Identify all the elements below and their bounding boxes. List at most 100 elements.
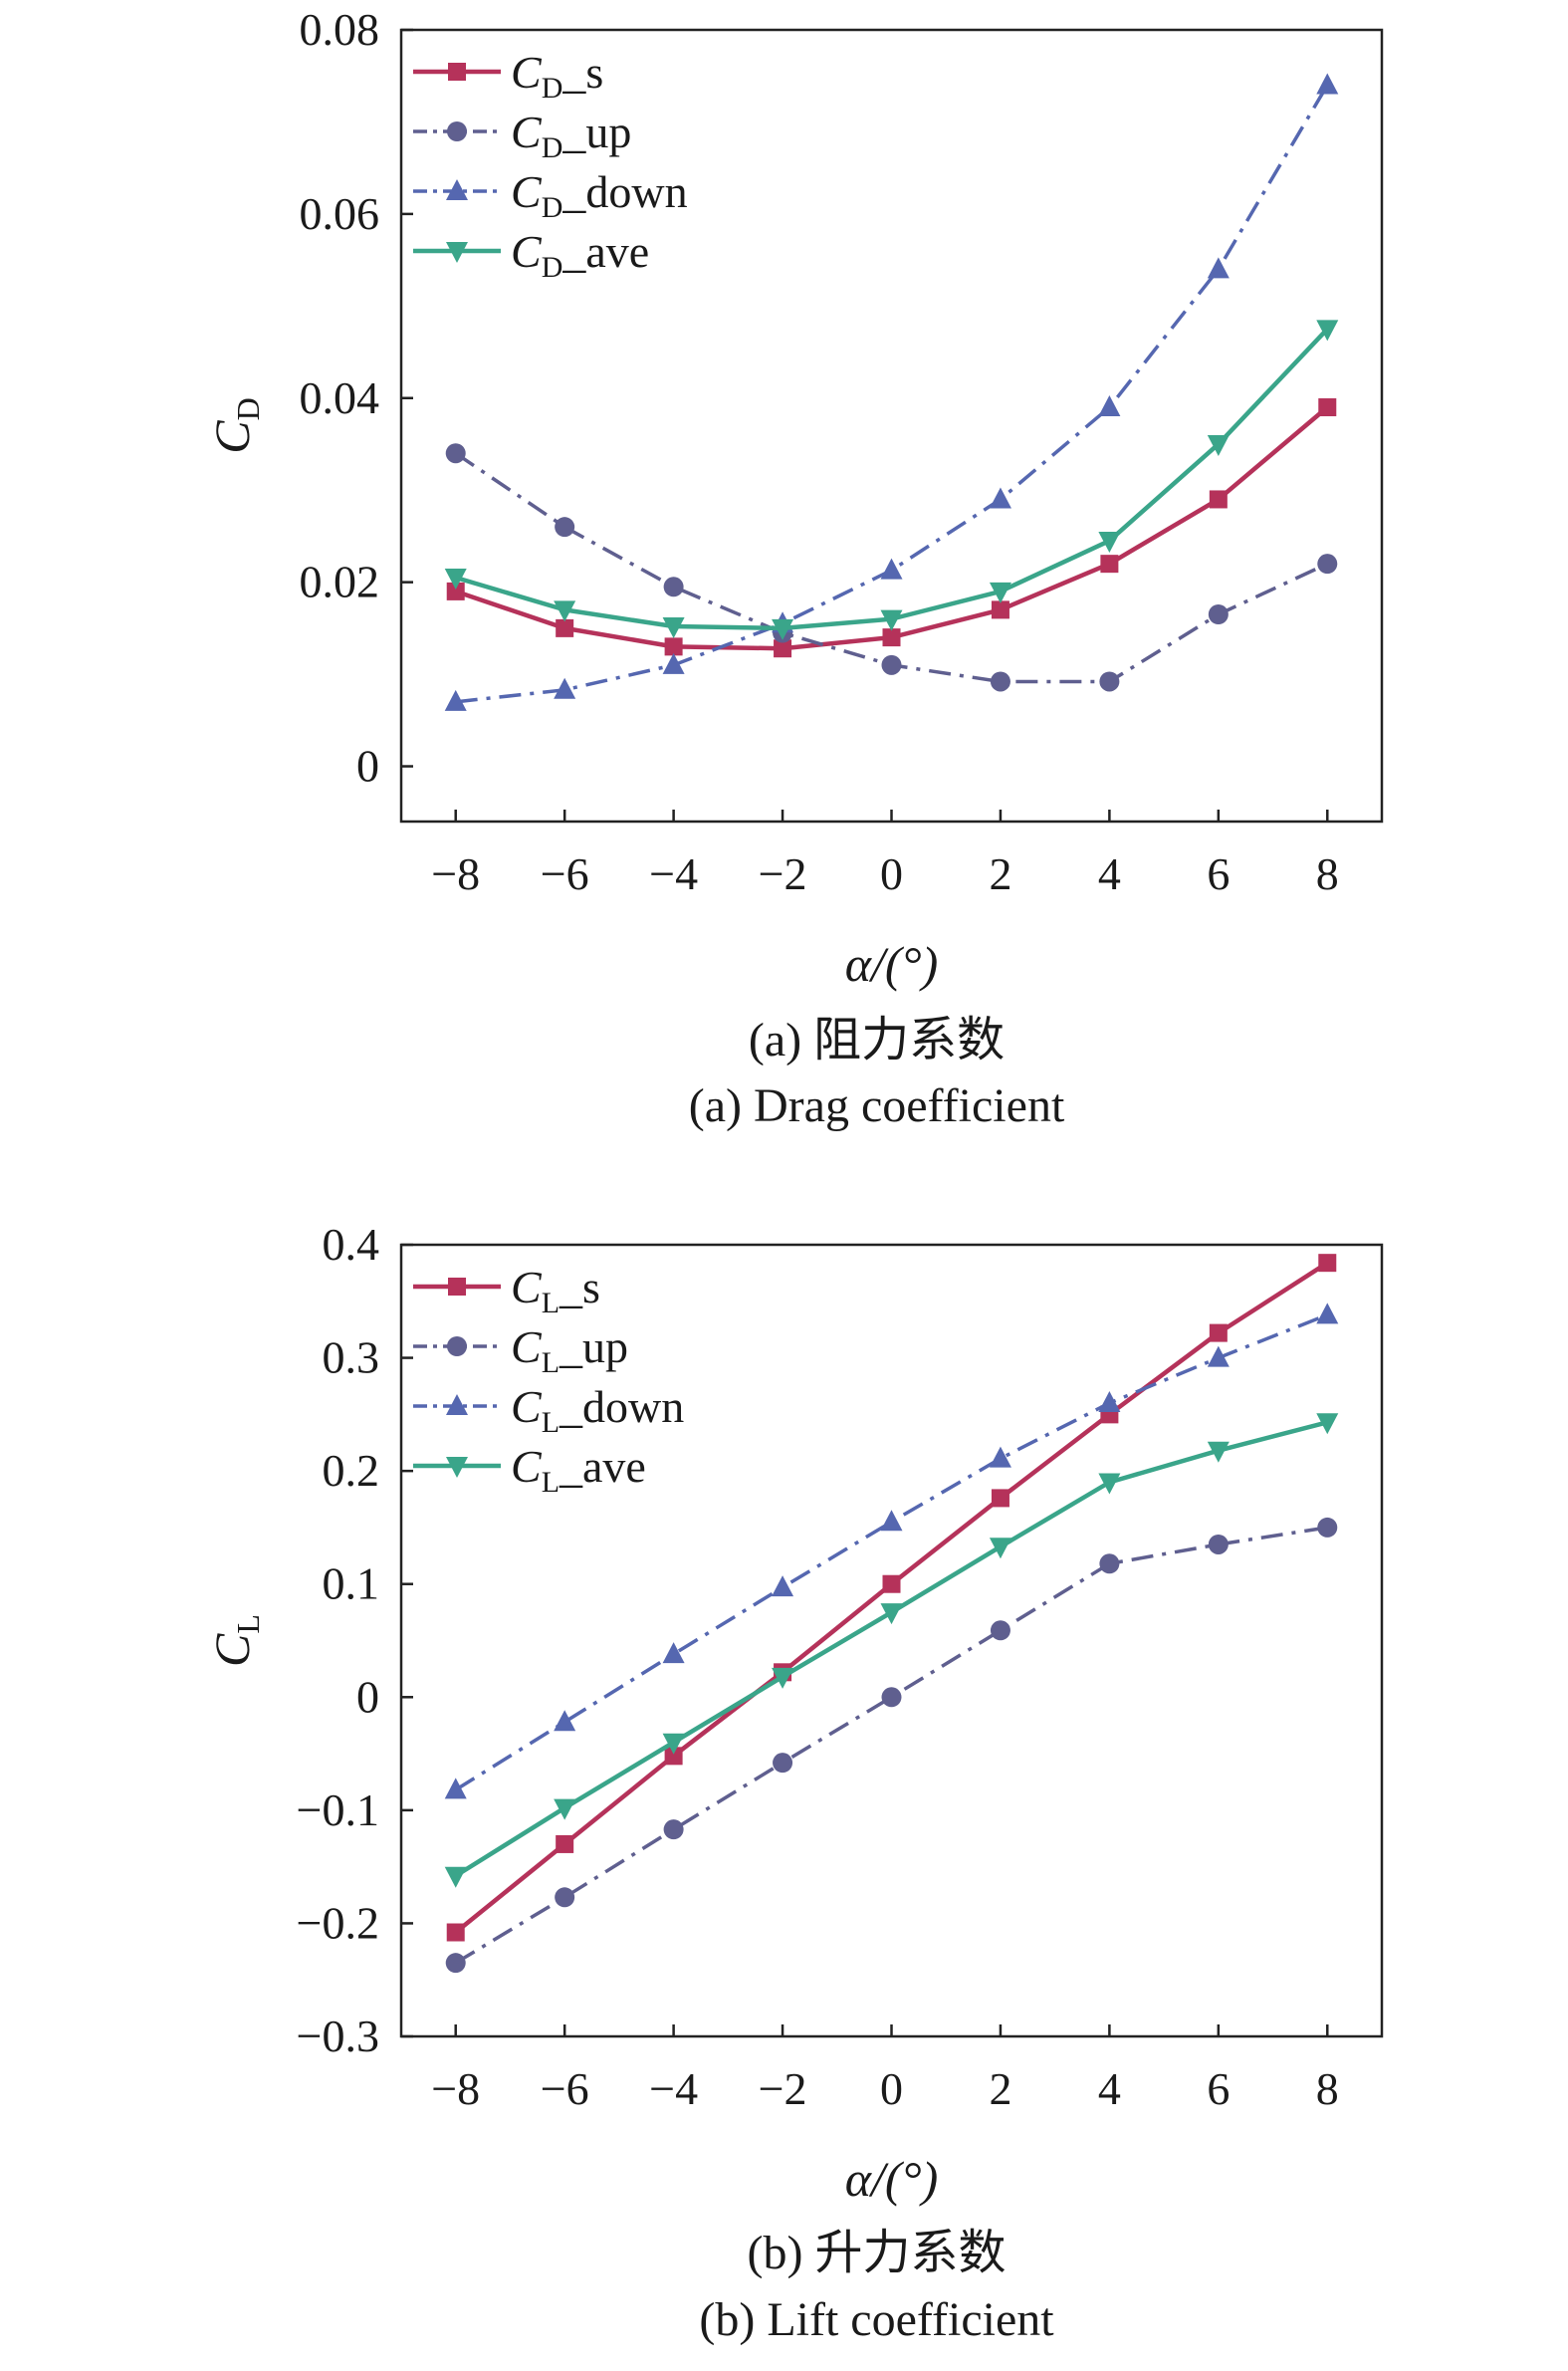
legend-entry-main: C [511,166,543,217]
data-point [1100,555,1119,574]
data-point [1099,671,1120,692]
data-point [444,689,467,711]
data-point [1316,1413,1339,1435]
legend-entry-main: C [511,1262,543,1312]
data-point [662,652,685,674]
data-point [1209,490,1228,509]
x-tick-label: 0 [880,848,903,899]
y-tick-label: 0 [356,741,379,792]
data-point [880,1603,903,1625]
series-down [444,73,1339,711]
data-point [1099,1553,1120,1574]
caption-chinese: (b) 升力系数 [748,2227,1007,2279]
y-tick-label: 0.2 [323,1445,380,1496]
data-point [445,443,466,464]
x-tick-label: −4 [649,848,698,899]
x-tick-label: −2 [759,848,807,899]
legend-entry-sub: L [542,1466,560,1499]
x-tick-label: 8 [1316,848,1339,899]
legend-entry: CL_s [511,1262,600,1319]
data-point [1207,257,1230,279]
legend-entry-main: C [511,47,543,98]
legend-entry-sub: D [542,131,563,164]
y-tick-label: −0.1 [297,1784,379,1835]
data-point [989,1446,1011,1468]
data-point [556,618,574,637]
data-point [663,577,684,597]
legend-entry-suffix: _s [561,47,603,98]
data-point [990,671,1010,692]
data-point [772,618,794,640]
data-point [555,1887,575,1908]
y-axis-label: CD [204,397,266,453]
legend-entry: CL_up [511,1321,628,1379]
data-point [1207,434,1230,456]
data-point [662,1642,685,1664]
legend-marker [446,179,468,200]
data-point [1098,1391,1121,1412]
series-down [444,1303,1339,1799]
data-point [881,1687,902,1708]
data-point [1098,1473,1121,1495]
caption-english: (b) Lift coefficient [699,2293,1054,2346]
data-point [444,1866,467,1888]
series-line [455,327,1329,631]
x-tick-label: −8 [431,2063,480,2114]
data-point [1317,554,1338,575]
data-point [444,1778,467,1799]
y-axis-label-sub: D [230,397,266,420]
data-point [1209,1323,1228,1342]
data-point [772,1575,794,1597]
data-point [1207,1441,1230,1463]
data-point [1207,1345,1230,1367]
legend-marker [448,1278,466,1296]
data-point [773,1753,793,1774]
legend-entry-main: C [511,1381,543,1432]
data-point [882,628,901,647]
data-point [882,1574,901,1593]
data-point [1316,320,1339,342]
data-point [555,517,575,538]
y-axis-label-main: C [204,420,260,454]
legend-marker [446,242,468,263]
legend-entry-sub: L [542,1406,560,1439]
data-point [989,1538,1011,1559]
data-point [990,1620,1010,1641]
series-up [445,1517,1338,1974]
legend-entry: CL_ave [511,1441,646,1499]
caption-english: (a) Drag coefficient [689,1079,1065,1132]
data-point [662,617,685,639]
x-tick-label: −2 [759,2063,807,2114]
data-point [991,600,1009,619]
data-point [991,1489,1009,1508]
y-tick-label: 0.1 [323,1558,380,1609]
series-ave [444,320,1339,640]
series-s [446,398,1337,658]
data-point [445,1953,466,1974]
data-point [554,600,576,622]
legend-entry-main: C [511,1441,543,1492]
y-tick-label: 0.02 [300,557,380,607]
legend-entry-sub: L [542,1346,560,1379]
drag-coefficient-chart: 00.020.040.060.08−8 −6 −4 −2 0 2 4 6 8α/(°)CDCD_… [204,4,1384,1132]
data-point [989,487,1011,509]
x-tick-label: 0 [880,2063,903,2114]
legend-entry-suffix: _up [559,1321,628,1372]
legend-entry-suffix: _ave [561,226,649,277]
data-point [989,582,1011,603]
data-point [1316,1303,1339,1324]
data-point [556,1834,574,1853]
legend-entry: CD_down [511,166,688,224]
legend-entry-sub: D [542,251,563,284]
x-tick-label: −6 [541,2063,589,2114]
data-point [664,1747,683,1766]
legend-entry-suffix: _up [561,107,631,157]
data-point [881,654,902,675]
x-tick-label: 2 [989,848,1011,899]
y-tick-label: 0.08 [300,4,380,55]
legend-marker [447,121,467,141]
y-tick-label: −0.3 [297,2011,379,2061]
y-axis-label-sub: L [230,1614,266,1634]
legend-entry-suffix: _down [561,166,687,217]
data-point [662,1733,685,1755]
